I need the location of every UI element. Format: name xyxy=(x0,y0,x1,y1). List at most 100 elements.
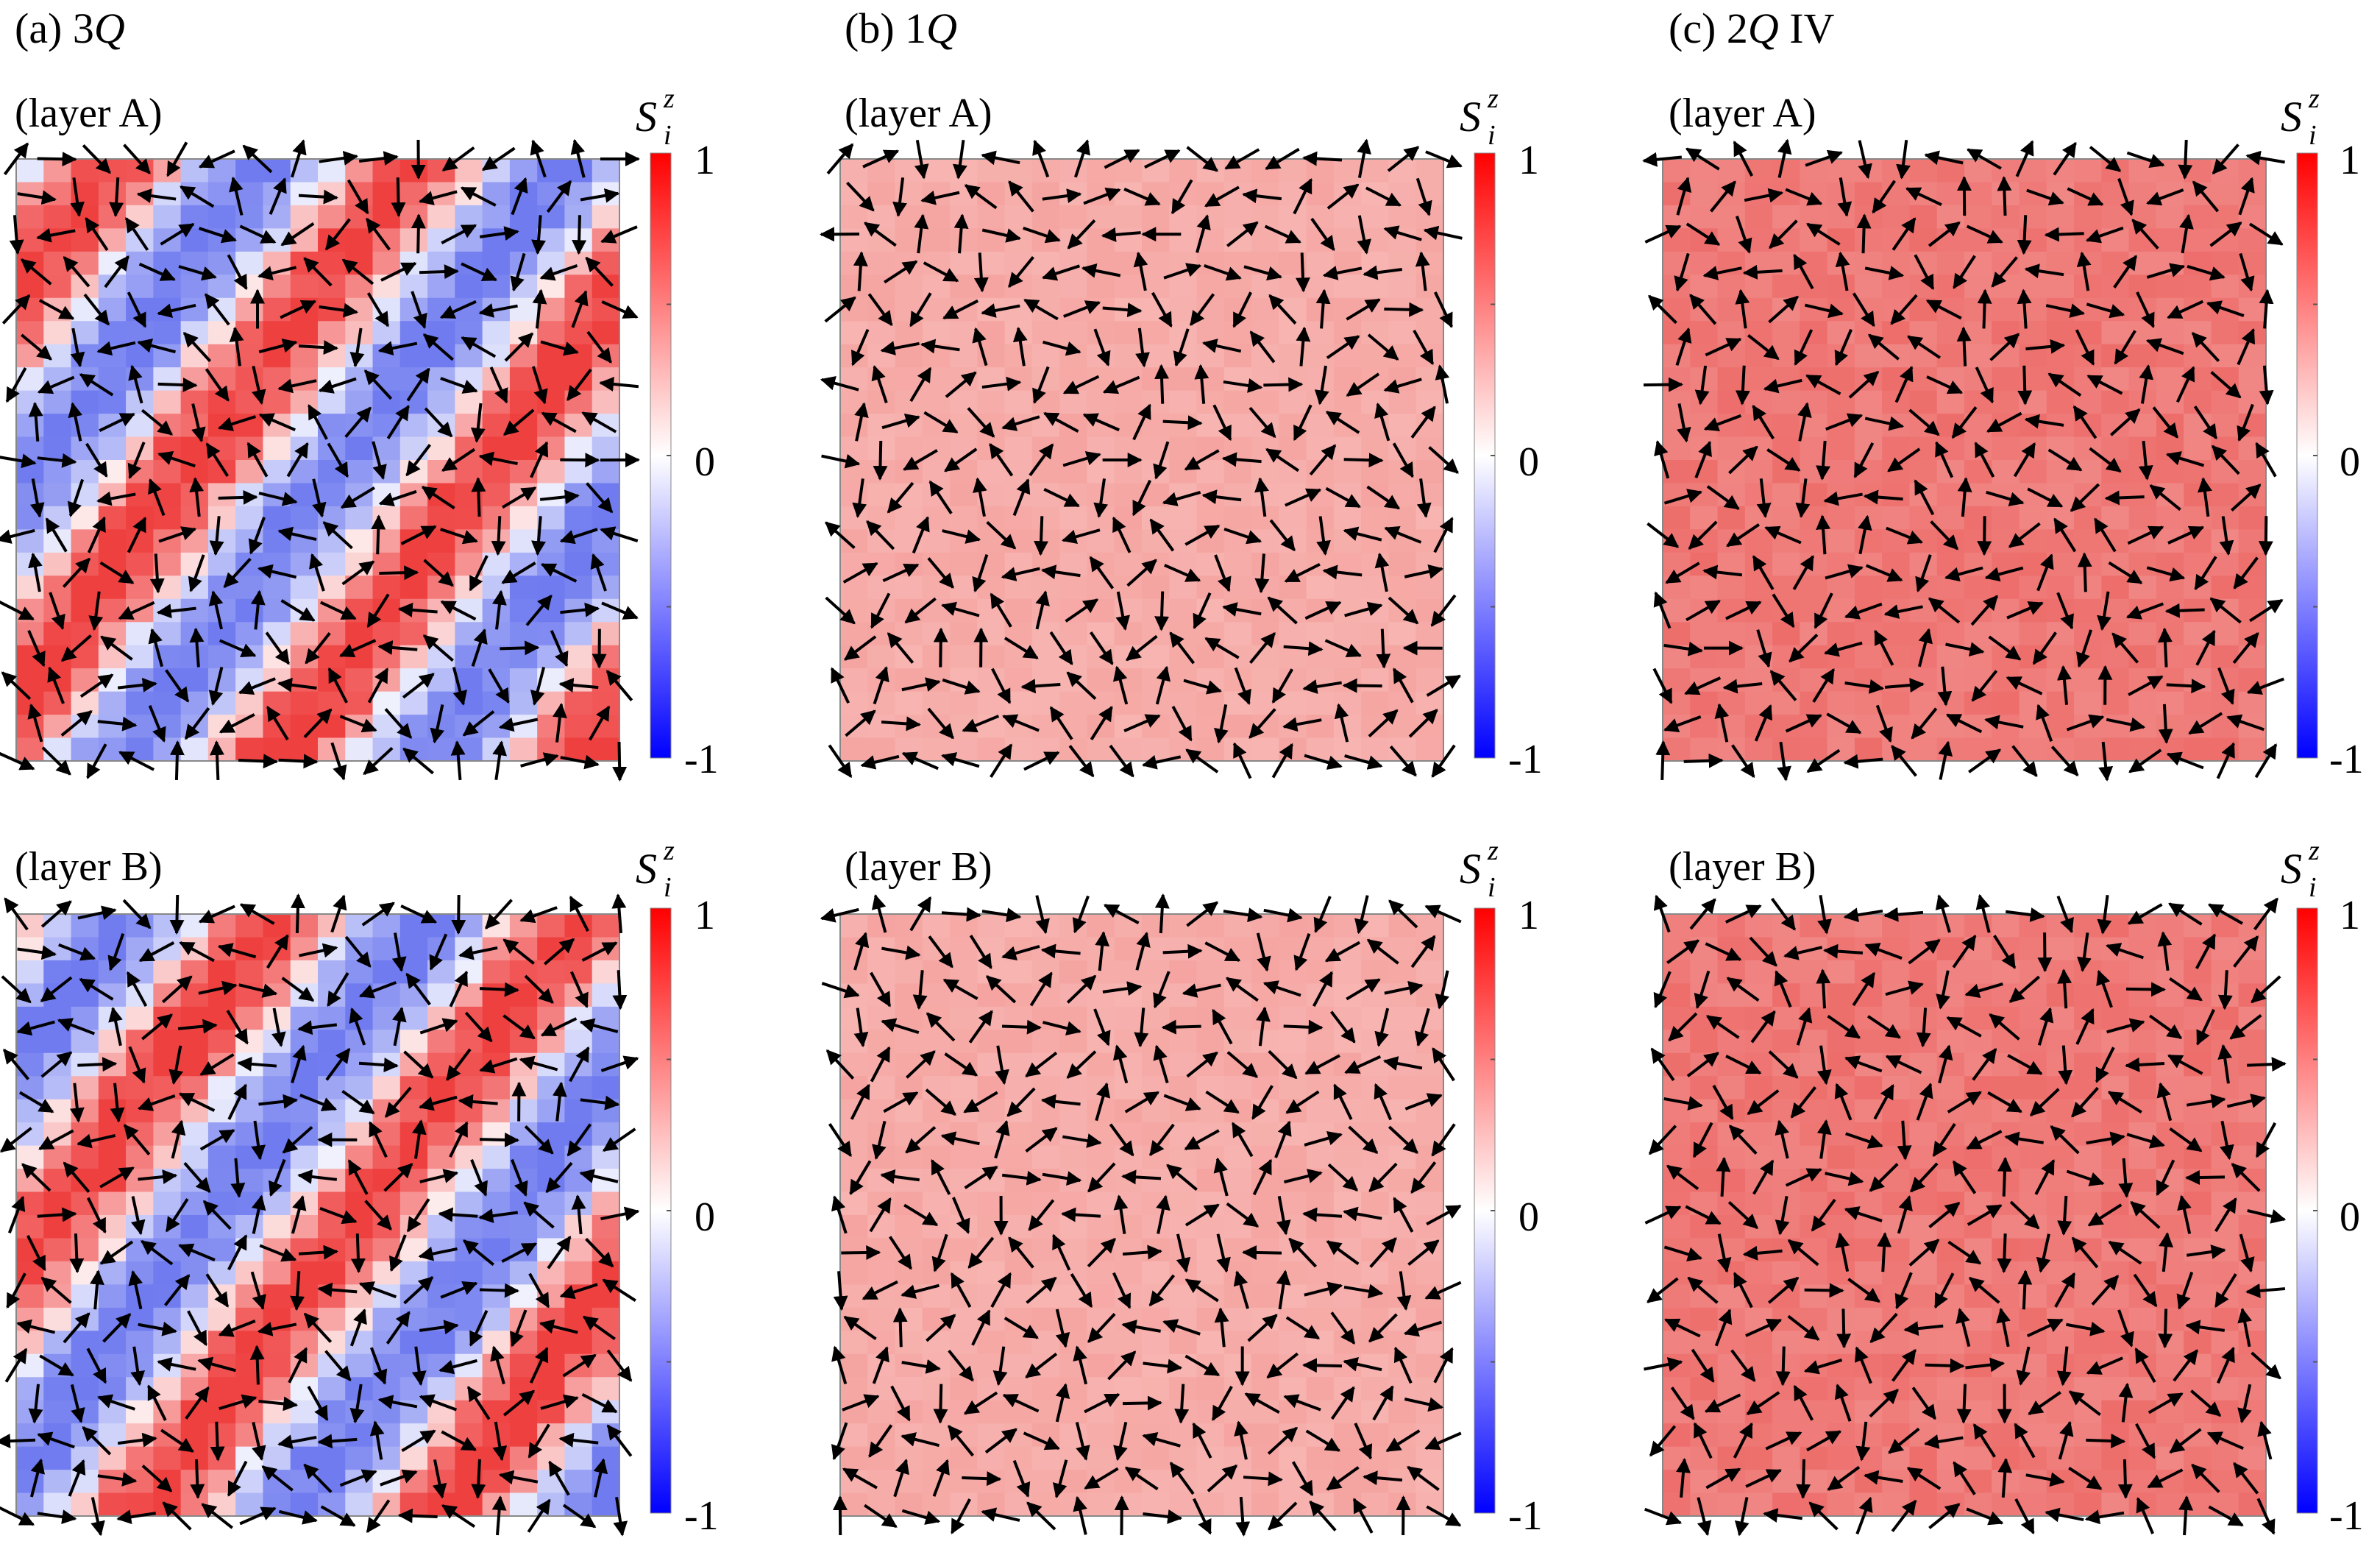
spin-arrow xyxy=(99,561,135,584)
spin-tile xyxy=(1663,1145,1691,1169)
spin-tile xyxy=(1964,1076,1993,1100)
spin-tile xyxy=(1690,344,1719,368)
spin-tile xyxy=(1827,460,1855,484)
spin-tile xyxy=(1196,205,1225,229)
spin-arrow xyxy=(479,1283,519,1298)
spin-tile xyxy=(1663,552,1691,576)
spin-tile xyxy=(345,1492,374,1517)
spin-tile xyxy=(318,576,347,600)
spin-arrow xyxy=(298,340,338,355)
spin-tile xyxy=(2128,914,2157,938)
spin-arrow xyxy=(2157,627,2173,667)
spin-tile xyxy=(950,1446,978,1470)
layer-label-a-top: (layer A) xyxy=(15,91,163,136)
spin-tile xyxy=(1415,159,1444,183)
spin-tile xyxy=(71,576,99,600)
spin-tile xyxy=(1169,937,1198,961)
spin-tile xyxy=(1936,251,1965,275)
spin-tile xyxy=(537,1191,566,1216)
panel-c-layer-b xyxy=(1644,893,2287,1537)
spin-tile xyxy=(2046,1052,2075,1077)
spin-tile xyxy=(1059,1307,1088,1331)
spin-tile xyxy=(427,436,456,461)
spin-tile xyxy=(1800,390,1828,414)
spin-tile xyxy=(1744,275,1773,299)
spin-tile xyxy=(290,1030,319,1054)
spin-tile xyxy=(1361,1191,1390,1216)
spin-tile xyxy=(98,1446,127,1470)
spin-arrow xyxy=(82,144,111,174)
spin-tile xyxy=(126,960,154,984)
spin-tile xyxy=(263,668,291,693)
spin-tile xyxy=(1087,1191,1115,1216)
spin-arrow xyxy=(372,441,387,481)
spin-tile xyxy=(2211,1261,2239,1285)
spin-tile xyxy=(126,529,154,553)
spin-tile xyxy=(1196,1191,1225,1216)
spin-arrow xyxy=(49,592,65,630)
spin-tile xyxy=(1031,914,1060,938)
spin-tile xyxy=(1169,275,1198,299)
spin-tile xyxy=(1909,297,1938,322)
spin-arrow xyxy=(1856,213,1872,254)
spin-tile xyxy=(455,1191,483,1216)
spin-arrow xyxy=(2185,1170,2226,1186)
spin-arrow xyxy=(397,1508,438,1523)
spin-tile xyxy=(1251,1492,1280,1517)
spin-arrow xyxy=(104,255,129,288)
spin-arrow xyxy=(280,599,316,622)
spin-tile xyxy=(1087,1423,1115,1448)
spin-tile xyxy=(153,1238,182,1262)
spin-tile xyxy=(1279,1470,1307,1494)
spin-arrow xyxy=(223,557,252,588)
spin-tile xyxy=(43,1006,72,1030)
spin-tile xyxy=(1882,960,1911,984)
spin-tile xyxy=(564,576,593,600)
spin-tile xyxy=(1909,622,1938,646)
spin-tile xyxy=(564,668,593,693)
spin-tile xyxy=(455,1331,483,1355)
spin-tile xyxy=(399,436,428,461)
spin-tile xyxy=(1333,983,1362,1008)
spin-arrow xyxy=(9,215,24,255)
spin-tile xyxy=(895,275,923,299)
spin-arrow xyxy=(160,222,195,246)
spin-arrow xyxy=(531,516,546,556)
spin-tile xyxy=(1663,622,1691,646)
spin-tile xyxy=(1004,645,1033,669)
spin-tile xyxy=(1031,1191,1060,1216)
spin-tile xyxy=(592,506,620,530)
spin-tile xyxy=(1251,622,1280,646)
spin-tile xyxy=(1196,506,1225,530)
spin-tile xyxy=(2128,1030,2157,1054)
spin-tile xyxy=(1717,1492,1746,1517)
spin-tile xyxy=(564,960,593,984)
spin-arrow xyxy=(36,227,76,243)
spin-tile xyxy=(43,205,72,229)
spin-tile xyxy=(1854,1191,1883,1216)
spin-tile xyxy=(43,275,72,299)
spin-tile xyxy=(98,1307,127,1331)
spin-tile xyxy=(1992,1353,2020,1378)
spin-tile xyxy=(509,1076,538,1100)
spin-tile xyxy=(2019,552,2047,576)
spin-tile xyxy=(2238,275,2267,299)
spin-tile xyxy=(263,1030,291,1054)
spin-arrow xyxy=(1877,1232,1892,1272)
spin-tile xyxy=(180,645,209,669)
spin-tile xyxy=(372,436,401,461)
spin-tile xyxy=(1361,622,1390,646)
spin-tile xyxy=(399,1331,428,1355)
spin-tile xyxy=(895,1331,923,1355)
spin-tile xyxy=(1827,983,1855,1008)
spin-tile xyxy=(71,1191,99,1216)
spin-tile xyxy=(2046,275,2075,299)
spin-tile xyxy=(1854,275,1883,299)
spin-tile xyxy=(1882,1261,1911,1285)
spin-arrow xyxy=(2166,679,2206,694)
spin-arrow xyxy=(452,667,468,706)
spin-tile xyxy=(977,1261,1006,1285)
spin-tile xyxy=(509,1492,538,1517)
spin-tile xyxy=(950,483,978,507)
spin-arrow xyxy=(371,514,386,555)
